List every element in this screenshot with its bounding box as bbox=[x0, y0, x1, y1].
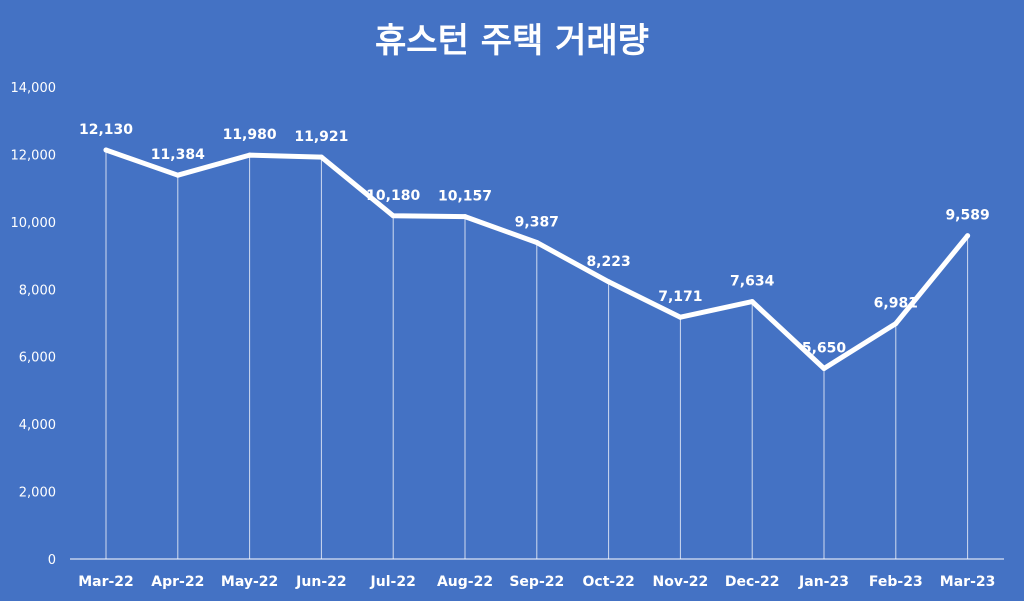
y-tick-label: 8,000 bbox=[19, 283, 56, 298]
x-tick-label: Oct-22 bbox=[583, 574, 635, 590]
data-point bbox=[390, 213, 396, 219]
y-tick-label: 10,000 bbox=[11, 216, 57, 231]
x-tick-label: Jun-22 bbox=[295, 574, 346, 590]
x-tick-label: Jul-22 bbox=[370, 574, 416, 590]
data-label: 11,921 bbox=[294, 129, 348, 145]
x-tick-label: Dec-22 bbox=[725, 574, 780, 590]
data-point bbox=[462, 214, 468, 220]
y-tick-label: 12,000 bbox=[11, 148, 57, 163]
drop-lines bbox=[105, 150, 969, 559]
data-label: 9,387 bbox=[515, 215, 559, 231]
data-label: 11,980 bbox=[223, 127, 277, 143]
data-label: 7,634 bbox=[730, 274, 775, 290]
chart-title: 휴스턴 주택 거래량 bbox=[375, 21, 649, 61]
data-point bbox=[318, 154, 324, 160]
data-labels: 12,130 11,384 11,980 11,921 10,180 10,157 9,38… bbox=[79, 122, 990, 356]
data-point bbox=[247, 152, 253, 158]
x-tick-label: Feb-23 bbox=[869, 574, 923, 590]
data-label: 7,171 bbox=[658, 289, 702, 305]
x-tick-label: Apr-22 bbox=[151, 574, 204, 590]
data-point bbox=[821, 366, 827, 372]
data-point bbox=[677, 314, 683, 320]
x-tick-label: Jan-23 bbox=[798, 574, 849, 590]
data-label: 8,223 bbox=[586, 254, 630, 270]
data-point bbox=[534, 240, 540, 246]
y-tick-label: 2,000 bbox=[19, 486, 56, 501]
y-tick-label: 0 bbox=[48, 553, 56, 568]
data-point bbox=[175, 172, 181, 178]
x-tick-label: Nov-22 bbox=[653, 574, 709, 590]
y-tick-label: 14,000 bbox=[11, 81, 57, 96]
data-label: 5,650 bbox=[802, 341, 847, 357]
data-label: 9,589 bbox=[945, 208, 989, 224]
data-label: 12,130 bbox=[79, 122, 133, 138]
data-point bbox=[103, 147, 109, 153]
data-point bbox=[893, 321, 899, 327]
x-tick-label: Sep-22 bbox=[509, 574, 564, 590]
x-tick-label: May-22 bbox=[221, 574, 278, 590]
data-label: 11,384 bbox=[151, 147, 205, 163]
y-axis: 0 2,000 4,000 6,000 8,000 10,000 12,000 14,000 bbox=[11, 81, 57, 568]
x-tick-label: Mar-23 bbox=[940, 574, 996, 590]
x-axis: Mar-22 Apr-22 May-22 Jun-22 Jul-22 Aug-22 Sep-… bbox=[78, 574, 995, 590]
data-label: 10,180 bbox=[366, 188, 420, 204]
x-tick-label: Aug-22 bbox=[437, 574, 493, 590]
y-tick-label: 4,000 bbox=[19, 418, 56, 433]
series-group bbox=[103, 147, 971, 372]
data-point bbox=[749, 299, 755, 305]
data-point bbox=[965, 233, 971, 239]
y-tick-label: 6,000 bbox=[19, 351, 56, 366]
x-tick-label: Mar-22 bbox=[78, 574, 134, 590]
data-label: 10,157 bbox=[438, 189, 492, 205]
data-point bbox=[606, 279, 612, 285]
data-label: 6,981 bbox=[874, 296, 918, 312]
